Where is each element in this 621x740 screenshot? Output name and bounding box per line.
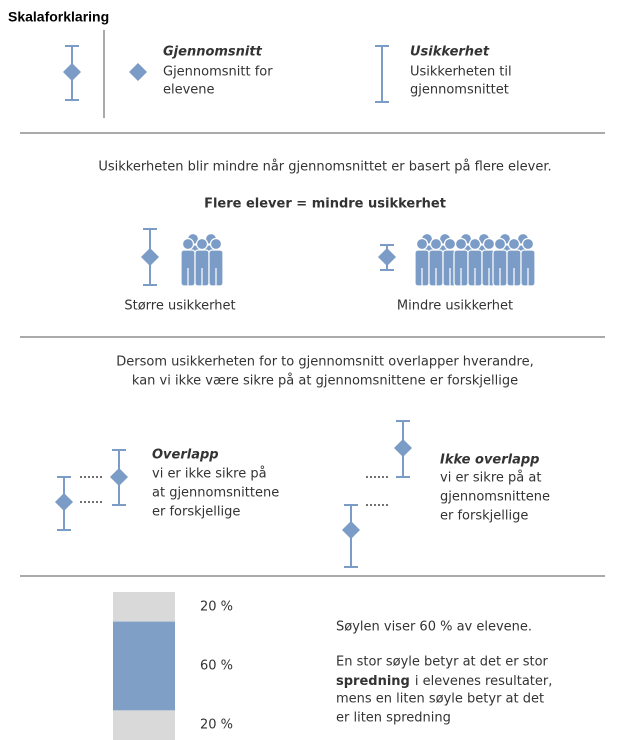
diamond: [394, 439, 412, 457]
label: Mindre usikkerhet: [397, 299, 513, 314]
diamond: [55, 493, 73, 511]
example-text: vi er sikre på at: [440, 471, 541, 486]
text-run: i elevenes resultater,: [415, 674, 553, 689]
example-title: Ikke overlapp: [440, 453, 539, 468]
legend-text: elevene: [163, 83, 215, 98]
bar-segment: [113, 592, 175, 622]
segment-label: 20 %: [200, 599, 233, 614]
diamond: [378, 248, 396, 266]
heading: Flere elever = mindre usikkerhet: [204, 197, 446, 212]
intro: kan vi ikke være sikre på at gjennomsnit…: [132, 374, 518, 389]
example-text: vi er ikke sikre på: [152, 467, 267, 482]
body-text: mens en liten søyle betyr at det: [336, 692, 544, 707]
title: Skalaforklaring: [8, 9, 109, 25]
segment-label: 20 %: [200, 718, 233, 733]
error-bar: [375, 45, 389, 103]
example-title: Overlapp: [152, 448, 219, 463]
intro: Usikkerheten blir mindre når gjennomsnit…: [98, 160, 551, 175]
legend-text: Gjennomsnitt for: [163, 65, 273, 80]
bar-segment: [113, 710, 175, 740]
segment-label: 60 %: [200, 659, 233, 674]
body-text: er liten spredning: [336, 711, 451, 726]
legend-title: Usikkerhet: [410, 45, 490, 60]
example-text: gjennomsnittene: [440, 490, 550, 505]
legend-text: Usikkerheten til: [410, 65, 512, 80]
example-text: er forskjellige: [440, 509, 528, 524]
diamond: [342, 521, 360, 539]
bold-word: spredning: [336, 674, 410, 689]
people-icon: [414, 232, 458, 287]
example-text: at gjennomsnittene: [152, 486, 279, 501]
example-text: er forskjellige: [152, 505, 240, 520]
legend-title: Gjennomsnitt: [163, 45, 263, 60]
people-icon: [453, 232, 497, 287]
bar-segment: [113, 621, 175, 711]
body-text: spredning i elevenes resultater,: [336, 674, 552, 689]
diamond: [141, 248, 159, 266]
caption: Søylen viser 60 % av elevene.: [336, 620, 532, 635]
diamond: [63, 63, 81, 81]
body-text: En stor søyle betyr at det er stor: [336, 655, 549, 670]
intro: Dersom usikkerheten for to gjennomsnitt …: [116, 355, 533, 370]
diamond: [110, 468, 128, 486]
legend-text: gjennomsnittet: [410, 83, 509, 98]
diamond: [129, 63, 147, 81]
people-icon: [492, 232, 536, 287]
people-icon: [180, 232, 224, 287]
label: Større usikkerhet: [124, 299, 235, 314]
